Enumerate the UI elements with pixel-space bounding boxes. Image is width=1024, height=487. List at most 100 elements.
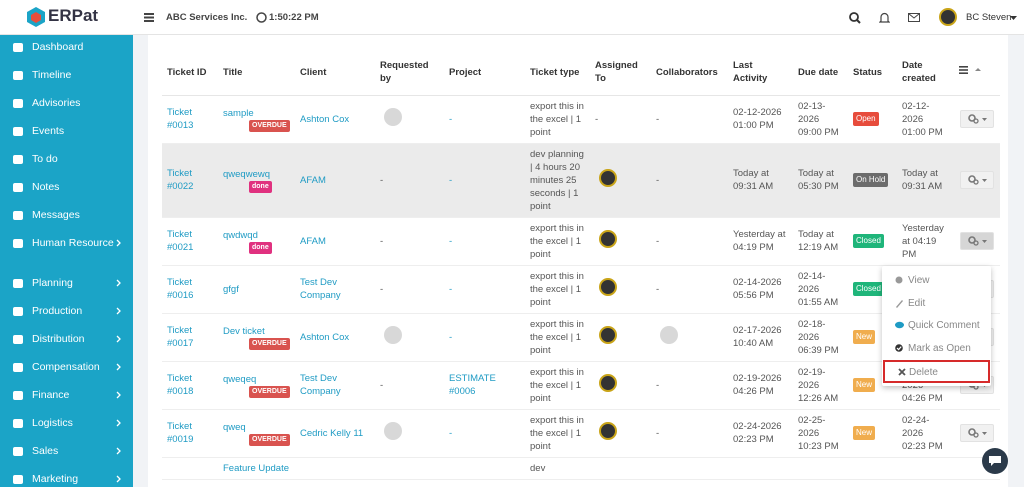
cell-requested xyxy=(375,95,444,144)
nav-item[interactable]: Timeline xyxy=(0,63,133,91)
dropdown-label[interactable]: Quick Comment xyxy=(908,320,980,331)
cell-requested: - xyxy=(375,361,444,410)
cell-id xyxy=(162,457,218,480)
collaborators-text: - xyxy=(656,379,660,391)
client-text[interactable]: Ashton Cox xyxy=(300,113,350,125)
dropdown-item[interactable]: View xyxy=(882,270,991,293)
notification-icon[interactable] xyxy=(879,12,890,24)
id-text[interactable]: Ticket #0021 xyxy=(167,229,194,253)
dropdown-item[interactable]: Quick Comment xyxy=(882,315,991,338)
nav-item[interactable]: Events xyxy=(0,119,133,147)
project-text[interactable]: - xyxy=(449,283,453,295)
project-text[interactable]: - xyxy=(449,427,453,439)
cell-type: dev planning | 4 hours 20 minutes 25 sec… xyxy=(525,143,590,218)
id-text[interactable]: Ticket #0018 xyxy=(167,373,194,397)
nav-item[interactable]: Notes xyxy=(0,175,133,203)
type-text: dev planning | 4 hours 20 minutes 25 sec… xyxy=(530,148,584,212)
project-text[interactable]: - xyxy=(449,113,453,125)
nav-icon xyxy=(13,391,23,400)
client-text[interactable]: Test Dev Company xyxy=(300,277,341,301)
nav-item[interactable]: Sales xyxy=(0,439,133,467)
nav-item[interactable]: Advisories xyxy=(0,91,133,119)
id-text[interactable]: Ticket #0016 xyxy=(167,277,194,301)
nav-item[interactable]: Planning xyxy=(0,271,133,299)
dropdown-item[interactable]: Edit xyxy=(882,293,991,316)
project-text[interactable]: - xyxy=(449,331,453,343)
id-text[interactable]: Ticket #0013 xyxy=(167,107,194,131)
column-header: Assigned To xyxy=(590,50,651,96)
type-text: export this in the excel | 1 point xyxy=(530,318,584,356)
nav-icon xyxy=(13,279,23,288)
nav-item[interactable]: Marketing xyxy=(0,467,133,487)
nav-label: Compensation xyxy=(32,361,100,373)
cell-last-activity: Yesterday at 04:19 PM xyxy=(728,217,793,266)
dropdown-label[interactable]: Edit xyxy=(908,297,926,309)
options-button[interactable] xyxy=(960,424,994,442)
last-activity-text: 02-24-2026 02:23 PM xyxy=(733,421,782,445)
id-text[interactable]: Ticket #0022 xyxy=(167,168,194,192)
search-icon[interactable] xyxy=(849,12,861,24)
nav-item[interactable]: To do xyxy=(0,147,133,175)
options-button[interactable] xyxy=(960,171,994,189)
column-header: Status xyxy=(848,50,897,96)
cell-assigned xyxy=(590,361,651,410)
title-text[interactable]: sample xyxy=(223,107,254,119)
title-text[interactable]: gfgf xyxy=(223,283,239,295)
nav-item[interactable]: Logistics xyxy=(0,411,133,439)
client-text[interactable]: Test Dev Company xyxy=(300,373,341,397)
status-label: Closed xyxy=(853,234,884,248)
title-text[interactable]: qweq xyxy=(223,421,246,433)
nav-item[interactable]: Human Resource xyxy=(0,231,133,271)
mail-icon[interactable] xyxy=(908,13,920,22)
cell-last-activity: 02-12-2026 01:00 PM xyxy=(728,95,793,144)
nav-item[interactable]: Finance xyxy=(0,383,133,411)
title-text[interactable]: qwdwqd xyxy=(223,229,258,241)
title-text[interactable]: qweqwewq xyxy=(223,168,270,180)
cell-title: sample OVERDUE xyxy=(218,95,295,144)
user-caret[interactable] xyxy=(1010,16,1017,20)
dropdown-label[interactable]: Mark as Open xyxy=(908,342,971,354)
cell-id: Ticket #0021 xyxy=(162,217,218,266)
status-label: On Hold xyxy=(853,173,889,187)
dropdown-item[interactable]: Delete xyxy=(883,360,990,383)
project-text[interactable]: - xyxy=(449,235,453,247)
dropdown-label[interactable]: Delete xyxy=(909,367,938,378)
clock-icon xyxy=(256,12,267,23)
table-row: Ticket #0016 gfgf Test Dev Company - - export… xyxy=(162,265,1000,314)
user-avatar[interactable] xyxy=(939,8,957,26)
chat-button[interactable] xyxy=(982,448,1008,474)
cell-requested: - xyxy=(375,143,444,218)
nav-item[interactable]: Compensation xyxy=(0,355,133,383)
cell-status: New xyxy=(848,409,897,458)
table-row: Ticket #0017 Dev ticket OVERDUE Ashton Cox -… xyxy=(162,313,1000,362)
project-text[interactable]: - xyxy=(449,174,453,186)
nav-item[interactable]: Messages xyxy=(0,203,133,231)
id-text[interactable]: Ticket #0019 xyxy=(167,421,194,445)
nav-item[interactable]: Production xyxy=(0,299,133,327)
dropdown-item[interactable]: Mark as Open xyxy=(882,338,991,361)
menu-toggle[interactable] xyxy=(144,13,154,22)
cell-id: Ticket #0017 xyxy=(162,313,218,362)
dropdown-label[interactable]: View xyxy=(908,275,930,286)
options-button[interactable] xyxy=(960,232,994,250)
user-name[interactable]: BC Steven xyxy=(966,12,1012,23)
assigned-text: - xyxy=(595,113,599,125)
title-text[interactable]: qweqeq xyxy=(223,373,257,385)
client-text[interactable]: AFAM xyxy=(300,174,326,186)
column-header: Ticket type xyxy=(525,50,590,96)
title-text[interactable]: Feature Update xyxy=(223,462,290,474)
project-text[interactable]: ESTIMATE #0006 xyxy=(449,373,496,397)
client-text[interactable]: Ashton Cox xyxy=(300,331,350,343)
cell-type: export this in the excel | 1 point xyxy=(525,361,590,410)
cell-last-activity: Today at 09:31 AM xyxy=(728,143,793,218)
top-bar: ERPat ABC Services Inc. 1:50:22 PM BC St… xyxy=(0,0,1024,35)
client-text[interactable]: AFAM xyxy=(300,235,326,247)
title-text[interactable]: Dev ticket xyxy=(223,325,265,337)
clock: 1:50:22 PM xyxy=(269,12,319,23)
id-text[interactable]: Ticket #0017 xyxy=(167,325,194,349)
nav-item[interactable]: Dashboard xyxy=(0,35,133,63)
client-text[interactable]: Cedric Kelly 11 xyxy=(300,427,364,439)
nav-item[interactable]: Distribution xyxy=(0,327,133,355)
options-button[interactable] xyxy=(960,110,994,128)
